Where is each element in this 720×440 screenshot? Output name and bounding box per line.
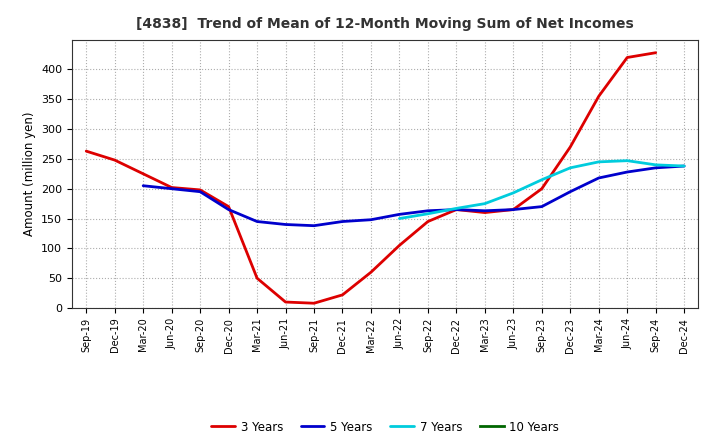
- 5 Years: [538, 204, 546, 209]
- Legend: 3 Years, 5 Years, 7 Years, 10 Years: 3 Years, 5 Years, 7 Years, 10 Years: [207, 416, 564, 438]
- 3 Years: [566, 144, 575, 150]
- 5 Years: [167, 186, 176, 191]
- 7 Years: [509, 190, 518, 195]
- 3 Years: [82, 148, 91, 154]
- 7 Years: [538, 177, 546, 183]
- 5 Years: [366, 217, 375, 222]
- 5 Years: [282, 222, 290, 227]
- Y-axis label: Amount (million yen): Amount (million yen): [22, 112, 35, 236]
- 7 Years: [480, 201, 489, 206]
- 3 Years: [196, 187, 204, 193]
- 3 Years: [423, 219, 432, 224]
- 3 Years: [509, 207, 518, 212]
- 7 Years: [566, 165, 575, 170]
- 3 Years: [310, 301, 318, 306]
- 5 Years: [310, 223, 318, 228]
- 7 Years: [395, 216, 404, 221]
- Line: 3 Years: 3 Years: [86, 53, 656, 303]
- 5 Years: [423, 208, 432, 213]
- 3 Years: [395, 243, 404, 248]
- 3 Years: [139, 171, 148, 176]
- 7 Years: [623, 158, 631, 163]
- 3 Years: [595, 94, 603, 99]
- Title: [4838]  Trend of Mean of 12-Month Moving Sum of Net Incomes: [4838] Trend of Mean of 12-Month Moving …: [136, 18, 634, 32]
- 5 Years: [480, 208, 489, 213]
- 3 Years: [225, 204, 233, 209]
- 7 Years: [680, 163, 688, 169]
- Line: 7 Years: 7 Years: [400, 161, 684, 219]
- Line: 5 Years: 5 Years: [143, 166, 684, 226]
- 5 Years: [196, 189, 204, 194]
- 3 Years: [253, 275, 261, 281]
- 3 Years: [366, 270, 375, 275]
- 5 Years: [509, 207, 518, 212]
- 3 Years: [623, 55, 631, 60]
- 7 Years: [595, 159, 603, 165]
- 3 Years: [452, 207, 461, 212]
- 5 Years: [452, 207, 461, 212]
- 7 Years: [452, 206, 461, 211]
- 5 Years: [225, 207, 233, 212]
- 5 Years: [680, 163, 688, 169]
- 5 Years: [139, 183, 148, 188]
- 5 Years: [395, 212, 404, 217]
- 3 Years: [110, 158, 119, 163]
- 3 Years: [652, 50, 660, 55]
- 5 Years: [566, 189, 575, 194]
- 3 Years: [167, 185, 176, 190]
- 3 Years: [338, 292, 347, 297]
- 5 Years: [253, 219, 261, 224]
- 5 Years: [652, 165, 660, 170]
- 3 Years: [480, 210, 489, 215]
- 5 Years: [623, 169, 631, 175]
- 5 Years: [338, 219, 347, 224]
- 7 Years: [652, 162, 660, 168]
- 3 Years: [538, 186, 546, 191]
- 7 Years: [423, 211, 432, 216]
- 3 Years: [282, 299, 290, 304]
- 5 Years: [595, 175, 603, 180]
